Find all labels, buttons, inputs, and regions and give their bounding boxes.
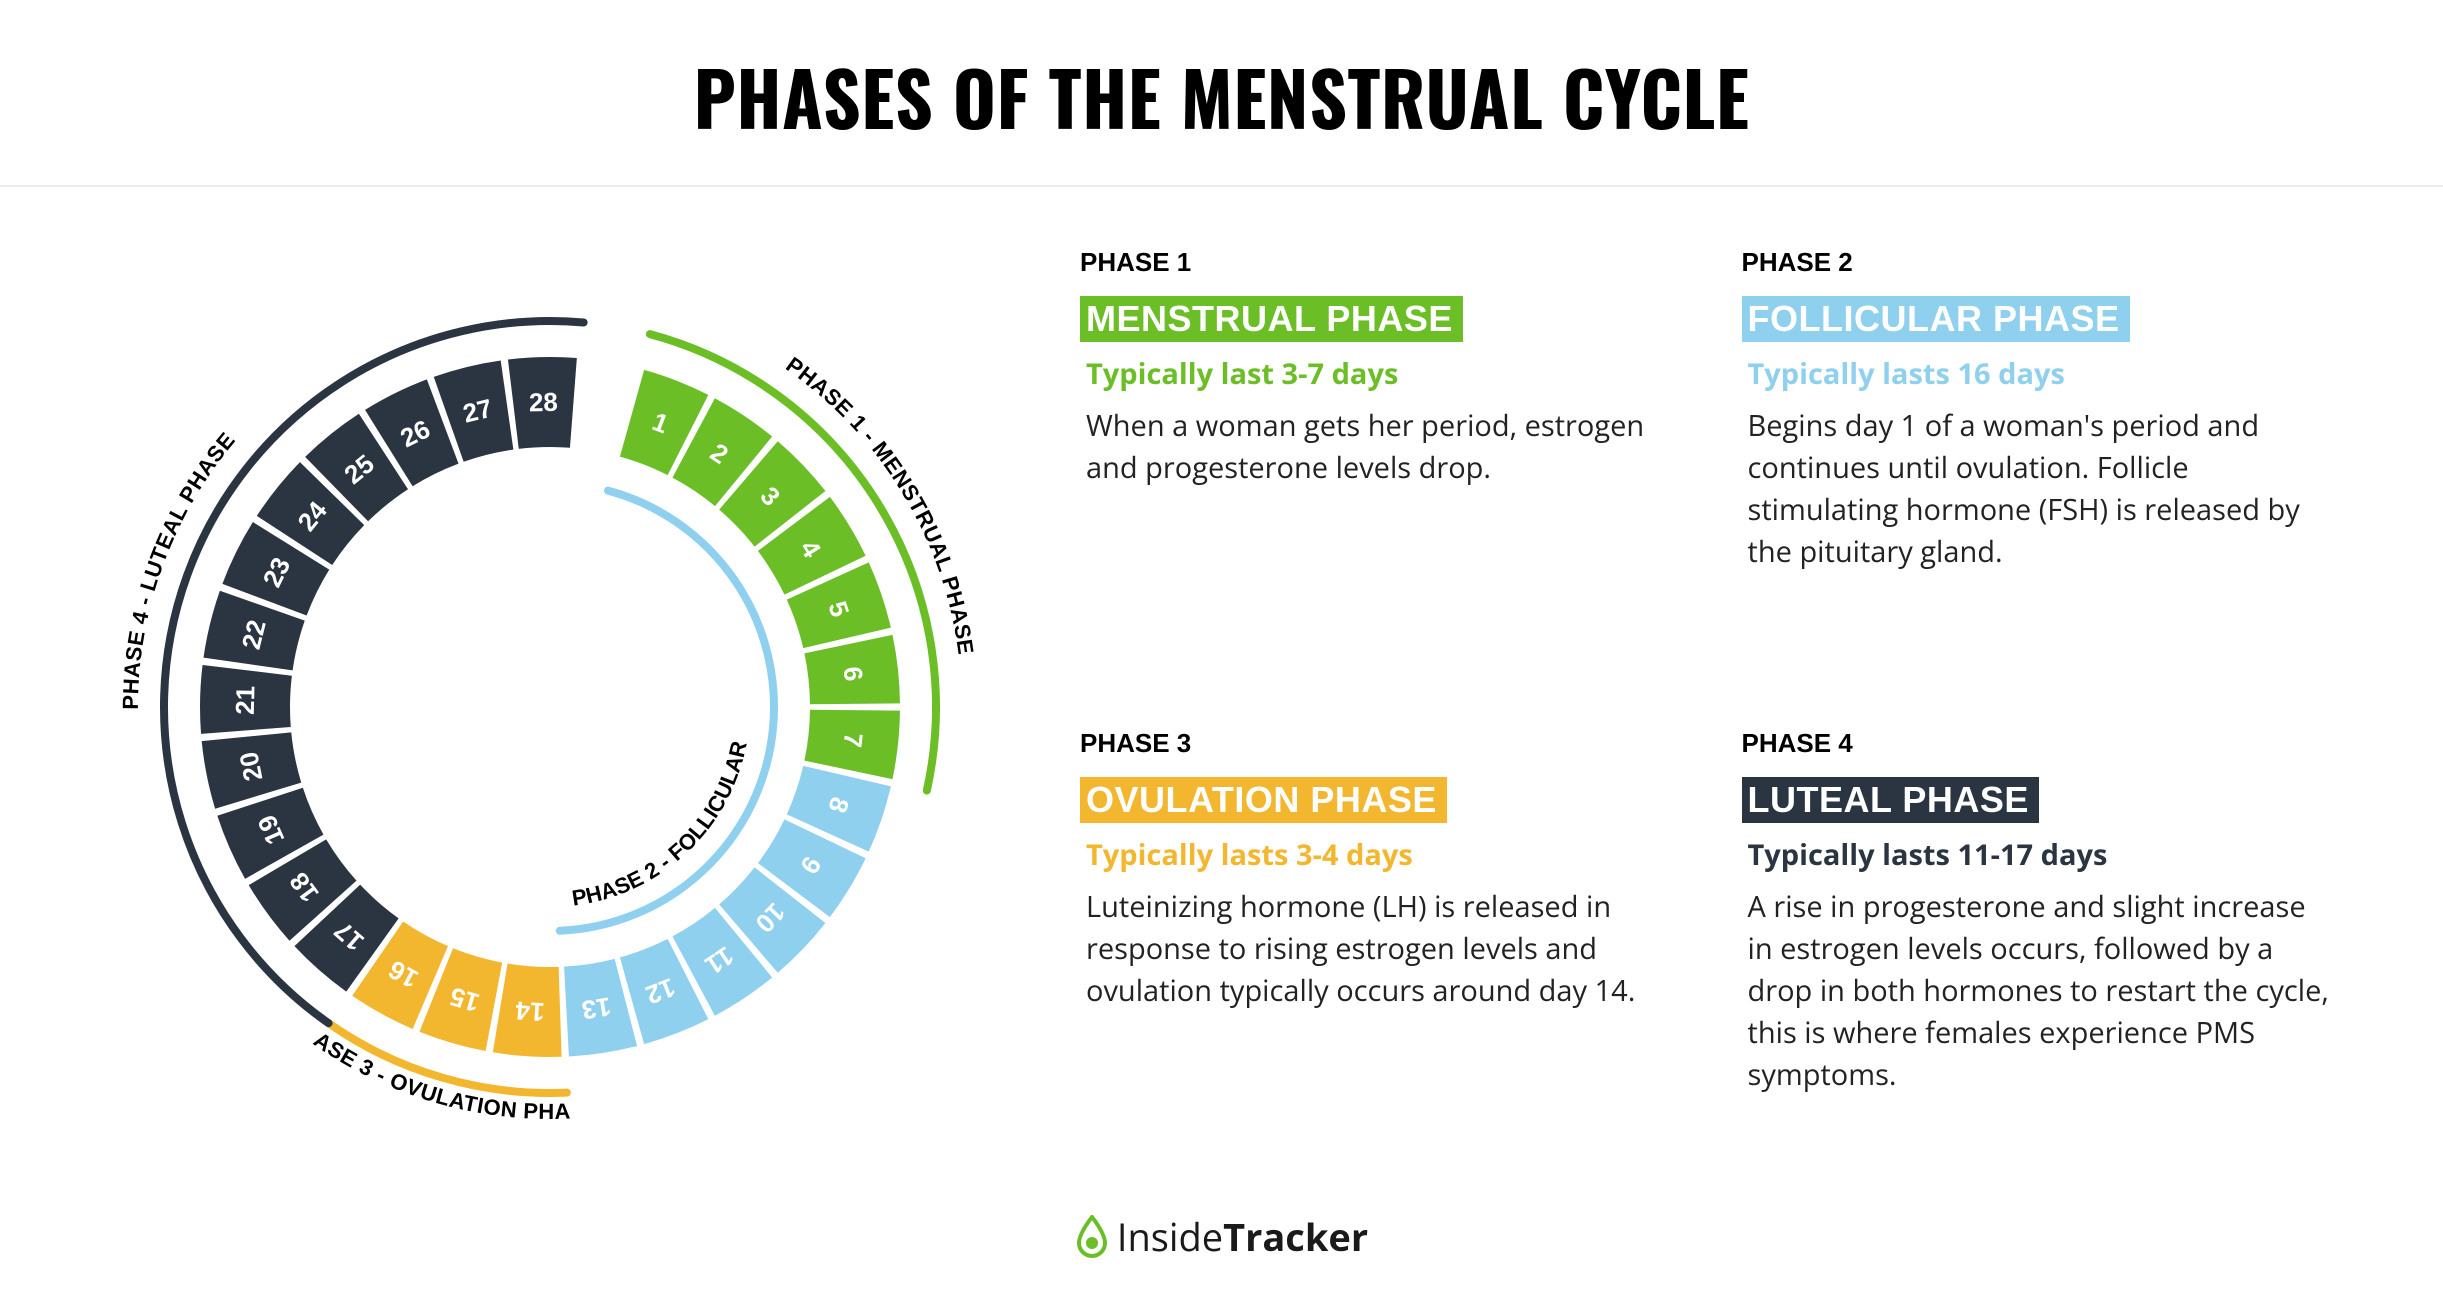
title-wrap: PHASES OF THE MENSTRUAL CYCLE [0, 0, 2443, 187]
brand-logo: InsideTracker [1075, 1211, 1368, 1263]
day-num-20: 20 [233, 749, 268, 783]
phase-card-duration: Typically lasts 11-17 days [1742, 835, 2334, 874]
phase-card-duration: Typically lasts 16 days [1742, 354, 2334, 393]
cycle-chart: 1234567891011121314151617181920212223242… [80, 227, 1020, 1191]
phase-card-name: LUTEAL PHASE [1742, 777, 2039, 823]
phase-card-duration: Typically last 3-7 days [1080, 354, 1672, 393]
phase-card-3: PHASE 3 OVULATION PHASE Typically lasts 3-… [1080, 728, 1672, 1191]
page-title: PHASES OF THE MENSTRUAL CYCLE [0, 42, 2443, 151]
arc-label-follicular: PHASE 2 - FOLLICULAR [570, 739, 752, 911]
phase-card-label: PHASE 4 [1742, 728, 2334, 759]
phase-card-name: OVULATION PHASE [1080, 777, 1447, 823]
phase-card-4: PHASE 4 LUTEAL PHASE Typically lasts 11-17… [1742, 728, 2334, 1191]
phase-cards: PHASE 1 MENSTRUAL PHASE Typically last 3-7… [1080, 227, 2363, 1191]
content: 1234567891011121314151617181920212223242… [0, 187, 2443, 1191]
phase-card-name: MENSTRUAL PHASE [1080, 296, 1463, 342]
phase-card-desc: When a woman gets her period, estrogen a… [1080, 405, 1672, 489]
phase-card-duration: Typically lasts 3-4 days [1080, 835, 1672, 874]
page: PHASES OF THE MENSTRUAL CYCLE 1234567891… [0, 0, 2443, 1304]
footer: InsideTracker [0, 1191, 2443, 1304]
brand-prefix: Inside [1117, 1211, 1223, 1263]
phase-card-desc: A rise in progesterone and slight increa… [1742, 886, 2334, 1096]
phase-card-2: PHASE 2 FOLLICULAR PHASE Typically lasts 1… [1742, 247, 2334, 668]
brand-suffix: Tracker [1223, 1211, 1368, 1263]
phase-card-1: PHASE 1 MENSTRUAL PHASE Typically last 3-7… [1080, 247, 1672, 668]
phase-card-label: PHASE 2 [1742, 247, 2334, 278]
droplet-icon [1075, 1215, 1109, 1259]
phase-card-name: FOLLICULAR PHASE [1742, 296, 2130, 342]
phase-card-desc: Begins day 1 of a woman's period and con… [1742, 405, 2334, 573]
phase-card-label: PHASE 1 [1080, 247, 1672, 278]
phase-card-desc: Luteinizing hormone (LH) is released in … [1080, 886, 1672, 1012]
day-num-21: 21 [230, 686, 261, 716]
phase-card-label: PHASE 3 [1080, 728, 1672, 759]
cycle-svg: 1234567891011121314151617181920212223242… [80, 227, 1020, 1207]
day-num-14: 14 [514, 995, 545, 1027]
day-num-28: 28 [529, 387, 559, 418]
brand-text: InsideTracker [1117, 1211, 1368, 1263]
day-num-13: 13 [580, 991, 613, 1025]
